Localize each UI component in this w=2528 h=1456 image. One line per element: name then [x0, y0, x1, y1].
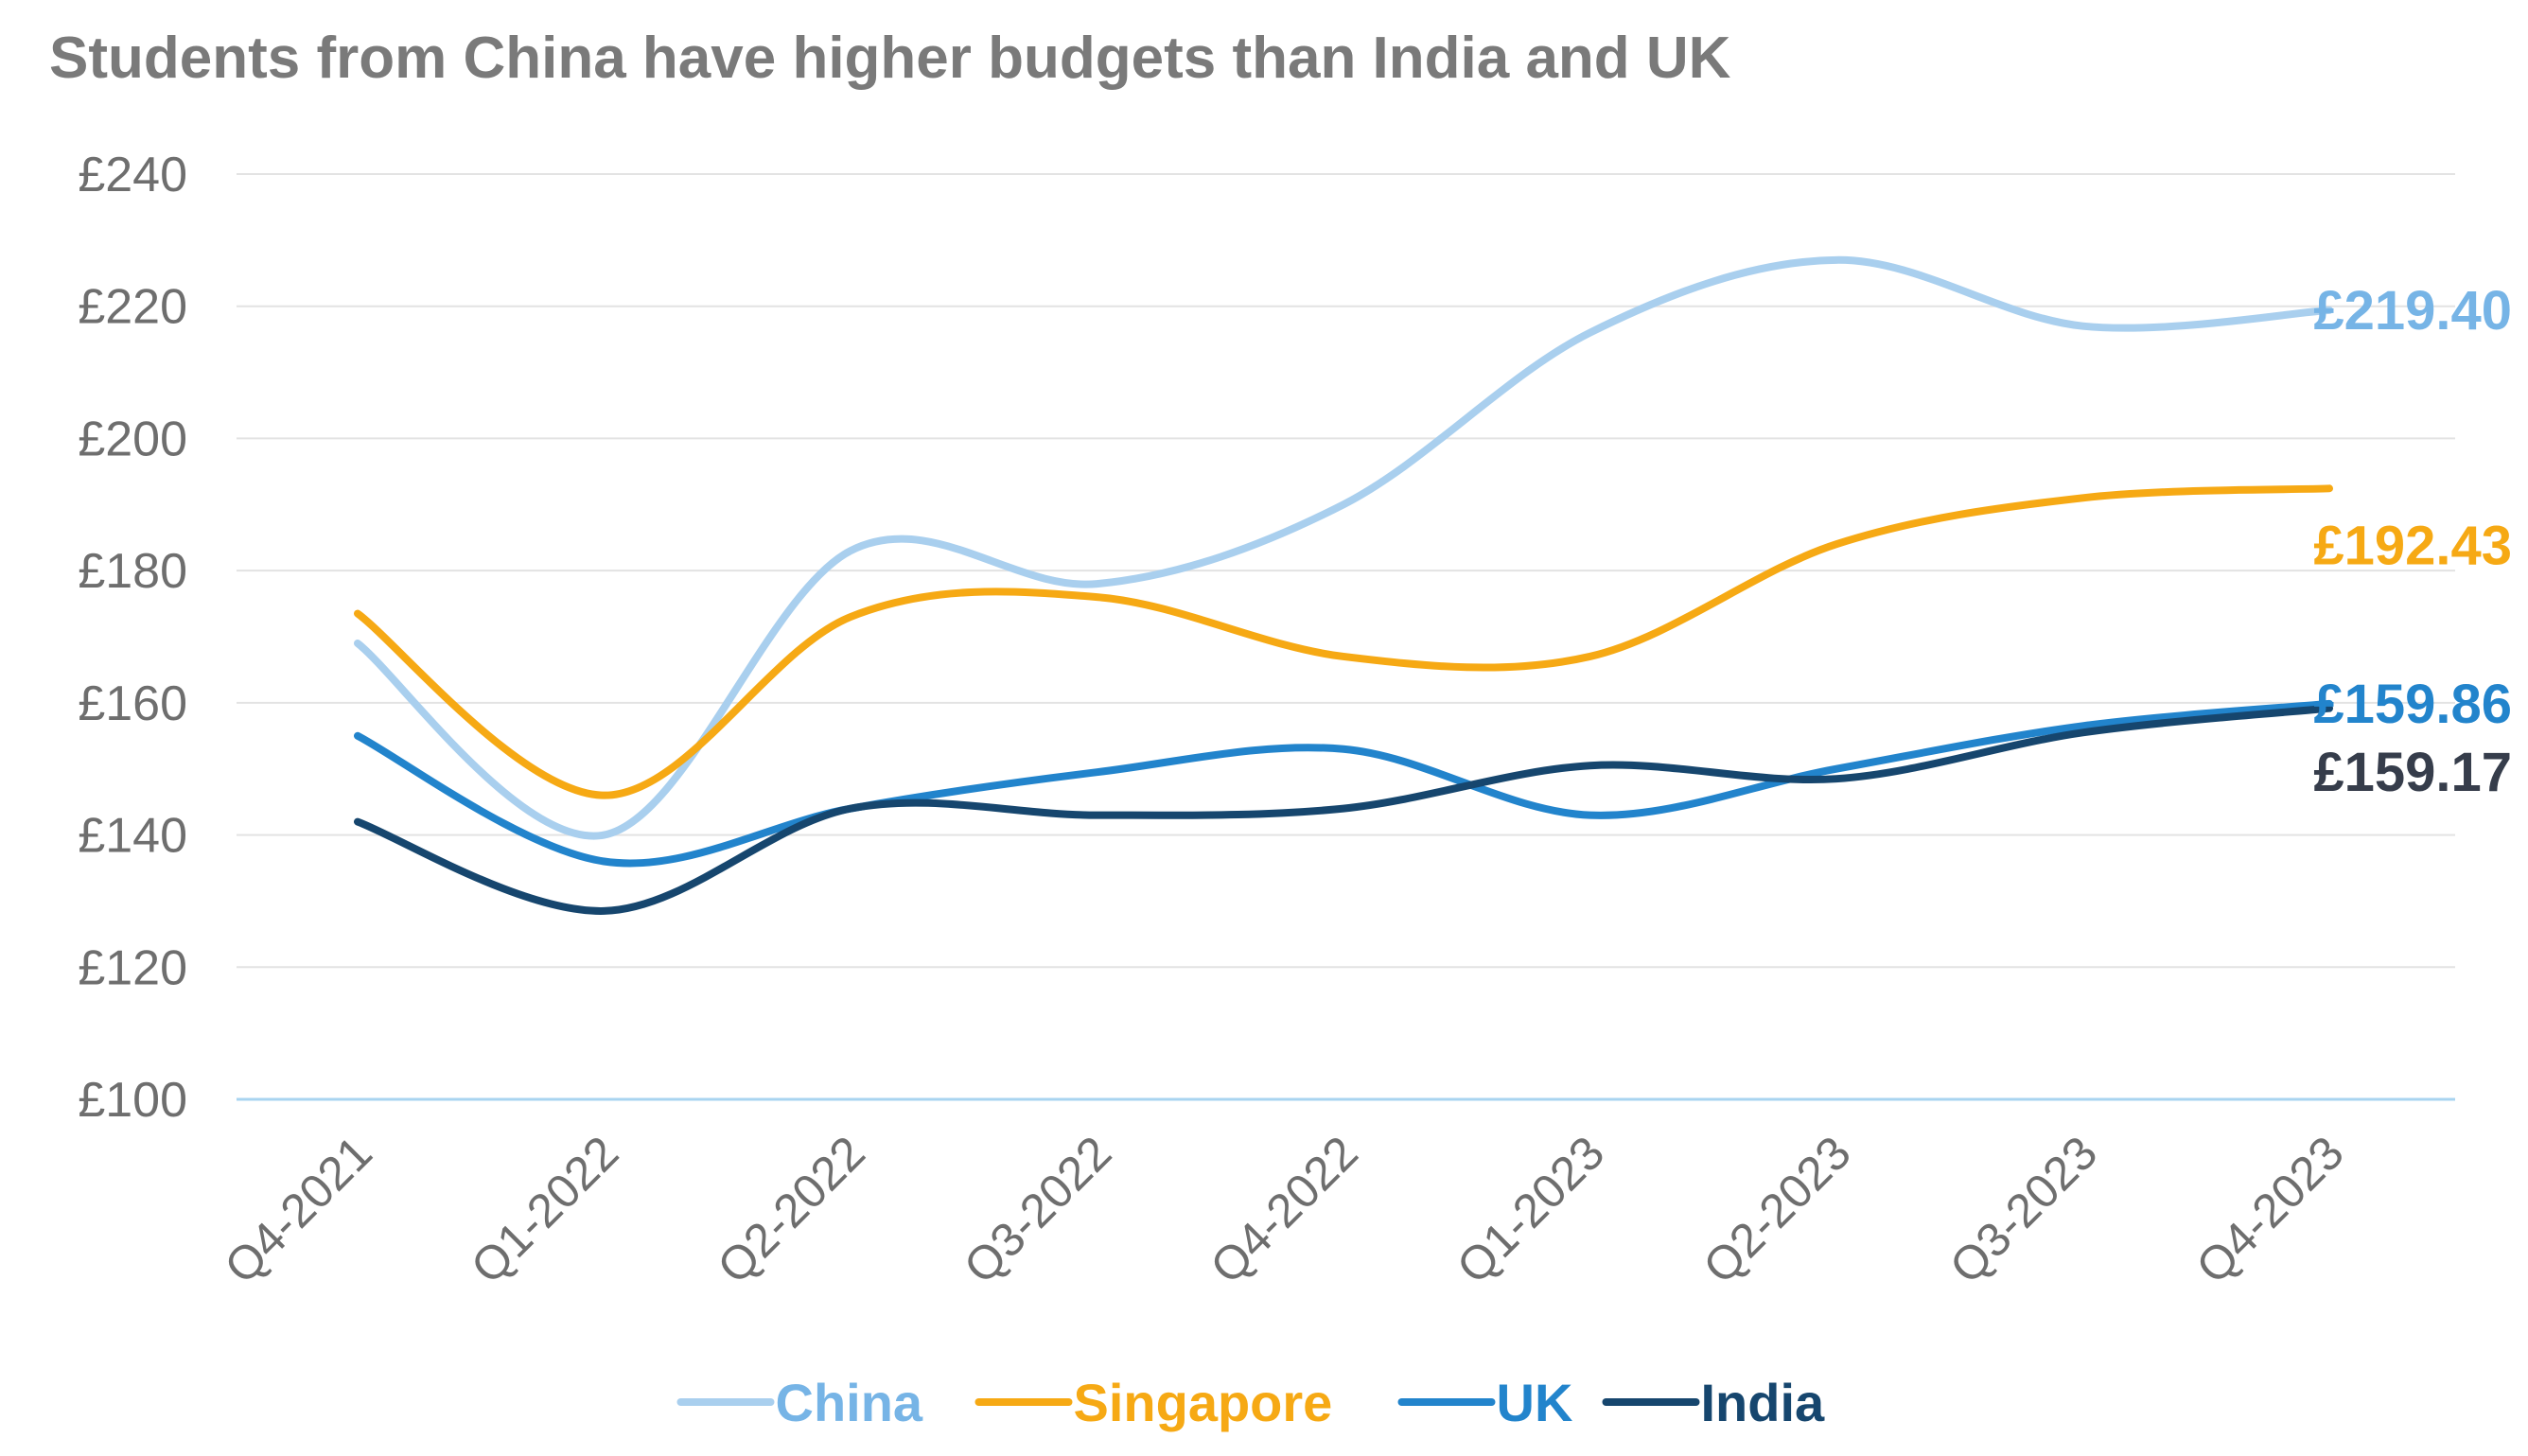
y-tick-label: £160: [78, 676, 187, 731]
y-axis-ticks: £100 £120 £140 £160 £180 £200 £220 £240: [78, 148, 187, 1128]
gridlines: [237, 173, 2455, 1101]
y-tick-label: £200: [78, 412, 187, 466]
x-tick-label: Q2-2023: [1694, 1126, 1861, 1293]
y-tick-label: £180: [78, 544, 187, 599]
series-line-uk: [354, 699, 2333, 868]
x-tick-label: Q3-2023: [1940, 1126, 2107, 1293]
x-tick-label: Q2-2022: [708, 1126, 875, 1293]
end-label-china: £219.40: [2313, 280, 2512, 342]
legend-label-india: India: [1701, 1373, 1826, 1432]
series-lines: [354, 255, 2333, 915]
legend-label-uk: UK: [1497, 1373, 1573, 1432]
x-axis-ticks: Q4-2021 Q1-2022 Q2-2022 Q3-2022 Q4-2022 Q1-20…: [215, 1126, 2354, 1293]
y-tick-label: £100: [78, 1073, 187, 1128]
series-line-india: [354, 704, 2333, 915]
y-tick-label: £120: [78, 940, 187, 995]
end-label-uk: £159.86: [2313, 674, 2512, 735]
legend-label-singapore: Singapore: [1074, 1373, 1333, 1432]
series-line-singapore: [354, 484, 2333, 799]
end-labels: £219.40 £192.43 £159.86 £159.17: [2313, 280, 2512, 803]
x-tick-label: Q4-2023: [2186, 1126, 2354, 1293]
chart-title: Students from China have higher budgets …: [49, 26, 1731, 91]
end-label-singapore: £192.43: [2313, 515, 2512, 576]
y-tick-label: £140: [78, 809, 187, 864]
series-line-china: [354, 255, 2333, 840]
y-tick-label: £240: [78, 148, 187, 202]
legend: China Singapore UK India: [676, 1373, 1826, 1432]
x-tick-label: Q4-2022: [1201, 1126, 1368, 1293]
legend-label-china: China: [776, 1373, 923, 1432]
x-tick-label: Q1-2022: [461, 1126, 628, 1293]
end-label-india: £159.17: [2313, 742, 2512, 803]
x-tick-label: Q3-2022: [954, 1126, 1121, 1293]
y-tick-label: £220: [78, 280, 187, 335]
x-tick-label: Q4-2021: [215, 1126, 382, 1293]
x-tick-label: Q1-2023: [1447, 1126, 1614, 1293]
